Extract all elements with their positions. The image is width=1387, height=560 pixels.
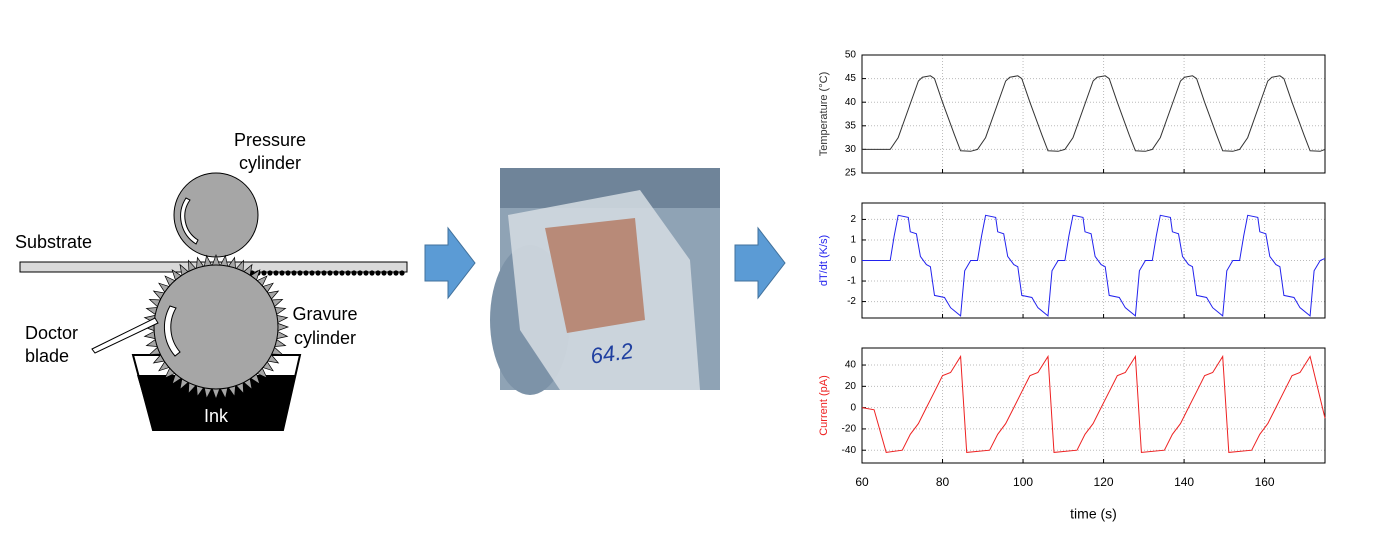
plot-area bbox=[862, 348, 1325, 463]
sample-photo: 64.2 bbox=[490, 168, 720, 395]
y-tick-label: -40 bbox=[842, 445, 857, 456]
ink-dot bbox=[261, 270, 267, 276]
ink-dot bbox=[363, 270, 369, 276]
cylinder-highlight bbox=[163, 305, 181, 357]
arrow bbox=[734, 226, 786, 300]
ink-dot bbox=[309, 270, 315, 276]
x-tick-label: 80 bbox=[936, 475, 950, 489]
y-axis-label: dT/dt (K/s) bbox=[818, 235, 830, 286]
cylinder-highlight bbox=[180, 197, 199, 245]
y-tick-label: 25 bbox=[845, 168, 857, 179]
x-axis-label: time (s) bbox=[1070, 506, 1117, 522]
label: Gravure bbox=[292, 304, 357, 324]
ink-fill bbox=[137, 375, 296, 430]
label: blade bbox=[25, 346, 69, 366]
y-axis-label: Temperature (°C) bbox=[818, 72, 830, 156]
data-line bbox=[862, 75, 1326, 152]
ink-dot bbox=[333, 270, 339, 276]
y-tick-label: 30 bbox=[845, 144, 857, 155]
y-tick-label: -20 bbox=[842, 424, 857, 435]
ink-dot bbox=[291, 270, 297, 276]
y-tick-label: 50 bbox=[845, 50, 857, 61]
ink-dot bbox=[303, 270, 309, 276]
ink-dot bbox=[273, 270, 279, 276]
y-axis-label: Current (pA) bbox=[818, 375, 830, 436]
ink-dot bbox=[285, 270, 291, 276]
data-line bbox=[861, 354, 1326, 453]
ink-dot bbox=[345, 270, 351, 276]
y-tick-label: 35 bbox=[845, 120, 857, 131]
x-tick-label: 140 bbox=[1174, 475, 1194, 489]
y-tick-label: 45 bbox=[845, 73, 857, 84]
ink-dot bbox=[297, 270, 303, 276]
ink-dot bbox=[279, 270, 285, 276]
label: Pressure bbox=[234, 130, 306, 150]
label: Doctor bbox=[25, 323, 78, 343]
x-tick-label: 120 bbox=[1094, 475, 1114, 489]
y-tick-label: 1 bbox=[850, 235, 856, 246]
y-tick-label: 2 bbox=[850, 214, 856, 225]
sample-label: 64.2 bbox=[589, 338, 635, 369]
label: Substrate bbox=[15, 232, 92, 252]
ink-dot bbox=[339, 270, 345, 276]
y-tick-label: 0 bbox=[850, 402, 856, 413]
ink-dot bbox=[381, 270, 387, 276]
tooth bbox=[276, 322, 290, 332]
ink-dot bbox=[375, 270, 381, 276]
plot-area bbox=[862, 55, 1325, 173]
x-tick-label: 60 bbox=[855, 475, 869, 489]
doctor-blade bbox=[91, 317, 159, 354]
printed-ink bbox=[237, 270, 405, 276]
y-tick-label: 40 bbox=[845, 97, 857, 108]
y-tick-label: 20 bbox=[845, 381, 857, 392]
ink-dot bbox=[267, 270, 273, 276]
ink-dot bbox=[387, 270, 393, 276]
data-line bbox=[862, 214, 1326, 317]
ink-dot bbox=[393, 270, 399, 276]
plot-frame bbox=[861, 54, 1326, 174]
label: cylinder bbox=[294, 328, 356, 348]
gravure-cylinder bbox=[153, 264, 279, 390]
ink-dot bbox=[327, 270, 333, 276]
printed-film bbox=[545, 218, 645, 333]
plot-frame bbox=[861, 347, 1326, 464]
arrow bbox=[424, 226, 476, 300]
pressure-cylinder bbox=[173, 172, 259, 258]
ink-dot bbox=[357, 270, 363, 276]
x-tick-label: 160 bbox=[1255, 475, 1275, 489]
y-tick-label: 0 bbox=[850, 255, 856, 266]
y-tick-label: -2 bbox=[847, 296, 856, 307]
x-tick-label: 100 bbox=[1013, 475, 1033, 489]
label: Ink bbox=[204, 406, 229, 426]
y-tick-label: -1 bbox=[847, 276, 856, 287]
y-tick-label: 40 bbox=[845, 360, 857, 371]
ink-dot bbox=[315, 270, 321, 276]
ink-dot bbox=[321, 270, 327, 276]
ink-dot bbox=[351, 270, 357, 276]
ink-dot bbox=[399, 270, 405, 276]
ink-dot bbox=[369, 270, 375, 276]
label: cylinder bbox=[239, 153, 301, 173]
gravure-diagram: Pressure cylinder Substrate Doctor blade… bbox=[15, 130, 408, 431]
